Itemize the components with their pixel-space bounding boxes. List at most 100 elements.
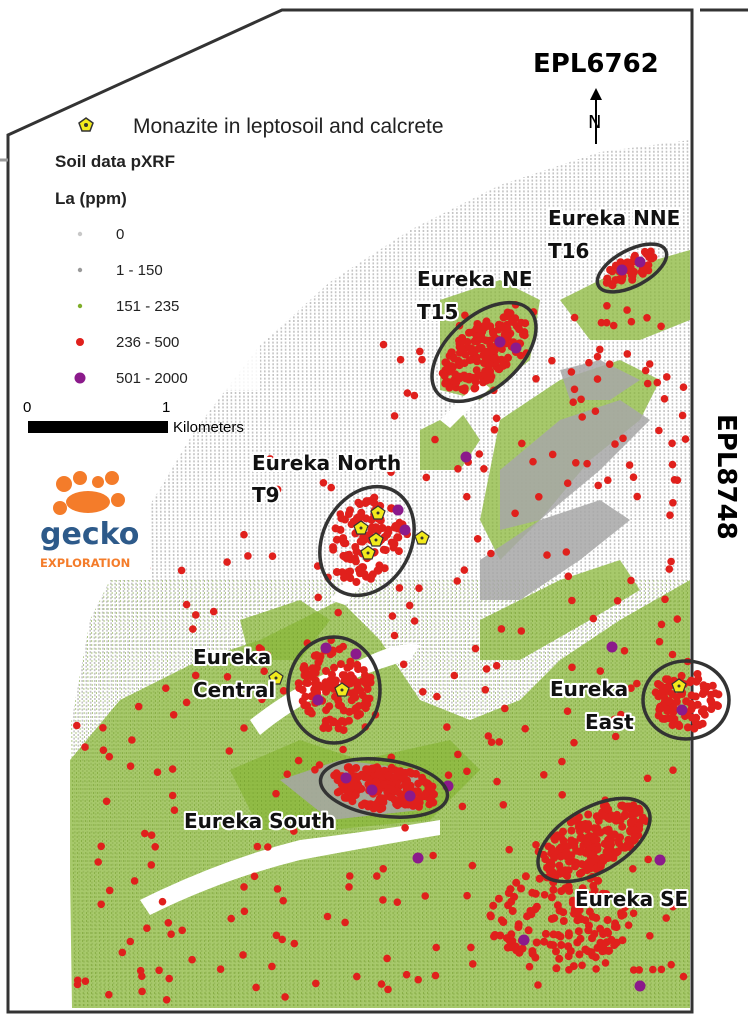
red-sample (345, 883, 353, 891)
red-sample (557, 941, 566, 949)
purple-sample (676, 704, 688, 716)
purple-sample (510, 342, 522, 354)
label-se: Eureka SE (575, 887, 688, 911)
red-sample (592, 812, 601, 821)
red-sample (311, 766, 319, 774)
red-sample (308, 664, 317, 673)
red-sample (273, 885, 282, 893)
red-sample (548, 450, 557, 459)
red-sample (631, 808, 640, 817)
red-sample (334, 608, 343, 617)
target-ellipse-north[interactable] (301, 470, 432, 612)
red-sample (373, 872, 381, 880)
red-sample (544, 842, 552, 851)
purple-sample (606, 641, 618, 653)
red-sample (279, 896, 288, 905)
scale-end: 1 (162, 399, 170, 416)
red-sample (73, 721, 81, 730)
red-sample (663, 373, 671, 381)
red-sample (508, 907, 517, 915)
red-sample (679, 972, 688, 981)
red-sample (559, 908, 568, 917)
red-sample (555, 861, 564, 870)
red-sample (662, 675, 670, 684)
red-sample (368, 525, 377, 533)
red-sample (390, 631, 399, 640)
red-sample (669, 708, 678, 717)
red-sample (478, 335, 487, 343)
red-sample (314, 658, 323, 667)
red-sample (299, 664, 308, 673)
red-sample (556, 932, 565, 941)
red-sample (605, 360, 614, 369)
red-sample (473, 535, 482, 543)
red-sample (639, 267, 648, 276)
purple-sample (350, 648, 362, 660)
target-ellipse-central[interactable] (286, 635, 382, 745)
red-sample (378, 804, 387, 812)
red-sample (655, 426, 663, 435)
red-sample (353, 972, 361, 981)
red-sample (560, 851, 569, 860)
red-sample (482, 665, 491, 673)
red-sample (239, 951, 247, 959)
red-sample (463, 767, 471, 776)
red-sample (583, 825, 592, 834)
red-sample (443, 723, 451, 731)
red-sample (257, 645, 266, 654)
red-sample (564, 952, 573, 961)
red-sample (429, 851, 437, 860)
target-ellipse-south[interactable] (317, 751, 452, 824)
red-sample (665, 714, 673, 723)
red-sample (699, 705, 708, 714)
legend-label-4: 501 - 2000 (116, 370, 188, 387)
red-sample (540, 891, 549, 899)
red-sample (567, 851, 576, 860)
red-sample (395, 584, 404, 592)
red-sample (643, 379, 652, 388)
red-sample (669, 902, 677, 911)
red-sample (314, 593, 323, 602)
red-sample (692, 713, 701, 722)
monazite-symbol-dot (274, 676, 278, 680)
target-ellipse-east[interactable] (641, 659, 731, 741)
red-sample (302, 672, 311, 681)
red-sample (272, 789, 280, 798)
red-sample (431, 971, 440, 980)
red-sample (343, 763, 352, 772)
red-sample (362, 572, 370, 581)
red-sample (540, 771, 548, 779)
target-labels: Eureka NNE T16 Eureka NE T15 Eureka Nort… (182, 204, 690, 913)
red-sample (501, 704, 509, 713)
red-sample (607, 935, 616, 944)
red-sample (602, 278, 611, 287)
red-sample (570, 313, 579, 322)
target-ellipse-nne[interactable] (590, 234, 674, 301)
target-ellipse-ne[interactable] (414, 284, 554, 420)
red-sample (250, 872, 259, 881)
red-sample (471, 644, 480, 653)
red-sample (563, 479, 572, 488)
red-sample (223, 673, 232, 681)
purple-sample (412, 852, 424, 864)
red-sample (565, 966, 573, 974)
red-sample (339, 642, 348, 651)
target-ellipse-se[interactable] (524, 781, 663, 898)
red-sample (623, 306, 631, 314)
red-sample (377, 980, 386, 988)
red-sample (340, 573, 348, 582)
red-sample (331, 524, 340, 533)
drainage-0 (250, 644, 420, 735)
red-sample (548, 356, 556, 365)
purple-sample (634, 980, 646, 992)
red-sample (489, 329, 498, 338)
red-sample (643, 774, 652, 783)
red-sample (576, 847, 585, 856)
red-sample (517, 318, 526, 327)
red-sample (363, 685, 372, 694)
legend-title: Soil data pXRF (55, 152, 175, 171)
legend-subtitle: La (ppm) (55, 189, 127, 208)
red-sample (532, 902, 541, 911)
red-sample (481, 686, 490, 694)
red-sample (128, 736, 136, 744)
